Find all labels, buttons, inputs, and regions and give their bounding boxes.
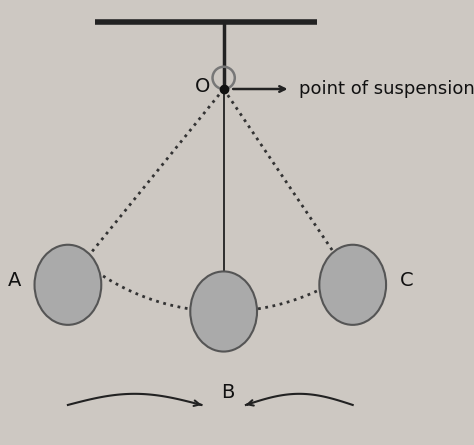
Ellipse shape [35, 245, 101, 325]
Ellipse shape [319, 245, 386, 325]
Text: A: A [8, 271, 21, 290]
Text: B: B [221, 383, 235, 402]
Text: C: C [400, 271, 413, 290]
Ellipse shape [190, 271, 257, 352]
Text: O: O [195, 77, 210, 96]
Text: point of suspension: point of suspension [299, 80, 474, 98]
